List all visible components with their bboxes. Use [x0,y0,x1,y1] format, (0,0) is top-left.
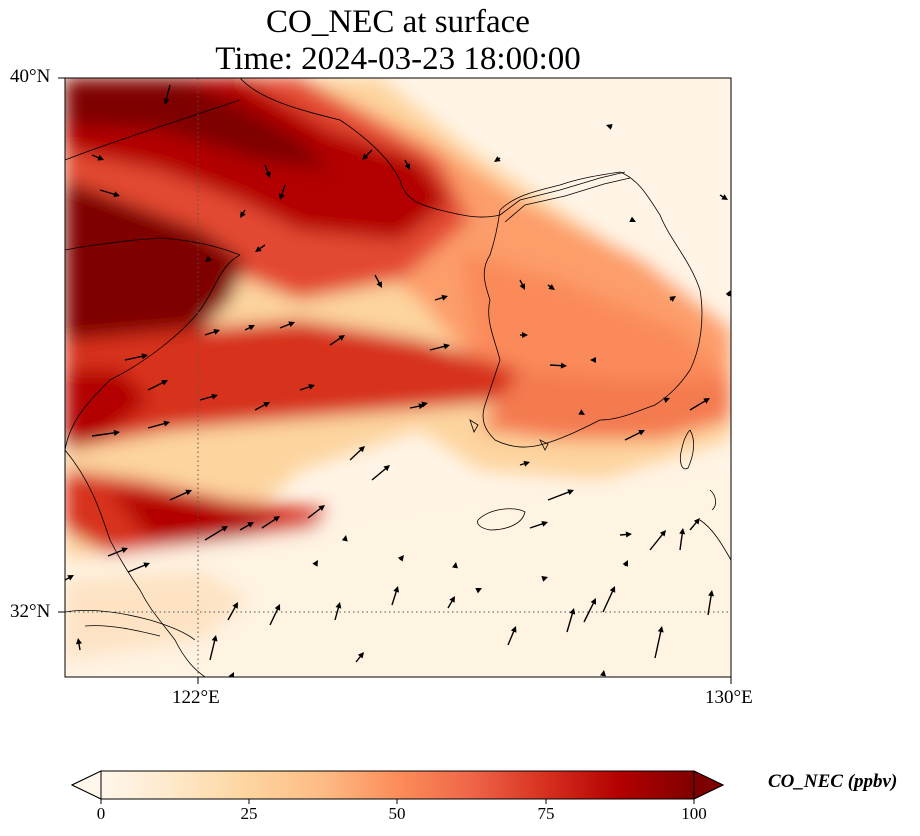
colorbar-label: CO_NEC (ppbv) [768,771,898,792]
wind-arrow [261,516,280,529]
wind-arrow [549,362,567,369]
wind-arrow [397,555,404,562]
wind-arrow [269,604,281,626]
wind-arrow [264,164,271,178]
wind-arrow [590,357,596,363]
wind-arrow [349,446,365,461]
wind-arrow [541,576,548,582]
lon-label-122e: 122°E [172,687,220,708]
wind-arrow [507,626,517,646]
colorbar-tick-0: 0 [96,804,106,823]
wind-arrow [209,635,218,661]
wind-arrow [578,409,585,415]
wind-arrow [255,244,266,252]
coastlines [65,78,731,677]
wind-arrow [355,652,364,663]
wind-arrow [239,522,254,531]
wind-arrow [429,343,450,351]
wind-arrow [529,521,548,529]
map-title: CO_NEC at surface [266,4,530,40]
wind-arrow [679,528,686,551]
map-time-subtitle: Time: 2024-03-23 18:00:00 [215,41,581,77]
wind-arrow [689,518,700,531]
wind-arrow [227,602,238,621]
wind-arrow [91,154,104,161]
wind-arrow [312,560,318,567]
wind-arrow [147,380,168,391]
wind-arrow [719,194,728,200]
wind-arrow [622,560,628,567]
wind-arrow [329,335,345,346]
wind-arrow [240,209,246,218]
wind-arrow [419,401,428,408]
wind-arrow [600,670,606,677]
lon-label-130e: 130°E [705,687,753,708]
wind-arrow [204,329,220,336]
wind-arrow [124,353,148,361]
wind-arrow [689,398,710,411]
wind-arrow [341,535,348,542]
concentration-field [65,78,731,677]
wind-arrow [65,575,74,581]
wind-arrow [76,638,82,651]
wind-arrow [374,274,382,288]
wind-arrow [254,402,270,411]
wind-arrow [520,332,528,338]
wind-arrow [279,184,286,200]
colorbar-tick-100: 100 [681,804,707,823]
wind-arrow [663,397,670,404]
wind-arrow [163,84,171,105]
wind-arrow [279,321,295,329]
wind-arrow [447,596,455,609]
lat-label-32n: 32°N [10,601,51,622]
wind-arrow [204,526,228,541]
wind-arrow [654,626,664,659]
wind-arrow [583,598,596,623]
wind-arrow [707,590,715,616]
wind-arrow [334,602,342,621]
wind-arrow [307,505,325,519]
lat-label-40n: 40°N [10,66,51,87]
wind-arrow [391,586,400,606]
colorbar-tick-75: 75 [537,804,555,823]
wind-arrow [547,489,574,501]
wind-arrow [228,672,234,677]
wind-arrow [619,531,632,538]
wind-arrow [371,465,390,481]
wind-arrow [147,420,170,429]
wind-arrow [107,547,128,557]
wind-arrow [299,384,315,391]
wind-arrow [434,294,448,301]
wind-arrow [199,393,218,401]
wind-arrow [602,586,616,613]
colorbar-tick-25: 25 [240,804,258,823]
colorbar-tick-50: 50 [388,804,406,823]
wind-arrow [99,189,120,198]
wind-arrow [91,429,120,437]
wind-arrow [606,124,613,130]
wind-arrow [624,430,645,441]
wind-arrow [362,149,373,160]
wind-arrow [494,156,501,162]
wind-arrow [127,562,150,573]
wind-arrow [169,489,192,501]
wind-arrow [566,608,576,633]
wind-arrow [547,284,555,290]
wind-arrow [205,255,212,262]
map-frame [64,77,732,678]
wind-arrow [244,325,255,331]
wind-arrow [629,216,636,222]
wind-arrow [669,296,676,302]
wind-arrow [452,562,458,569]
wind-arrow [725,290,731,297]
gridlines [65,78,731,677]
wind-vectors [65,84,731,677]
wind-arrow [475,588,482,594]
axis-ticks [58,77,732,684]
wind-arrow [519,279,525,290]
wind-arrow [519,460,530,467]
wind-arrow [649,530,666,551]
wind-arrow [404,159,410,170]
